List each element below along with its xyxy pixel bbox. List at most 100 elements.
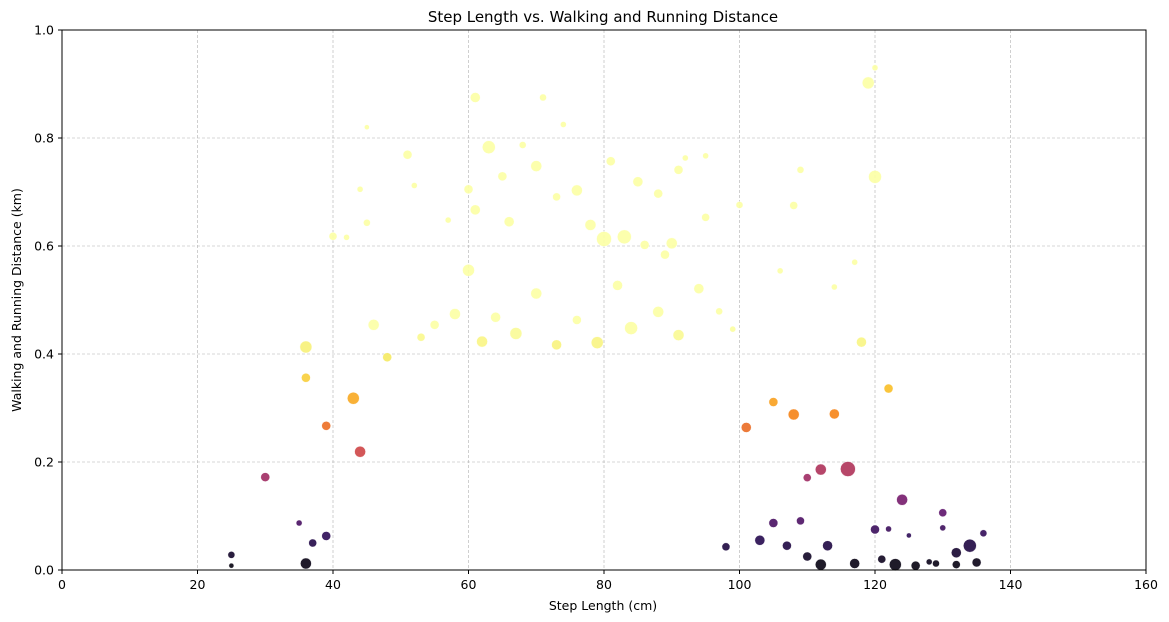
data-point [463, 184, 474, 195]
data-point [596, 231, 612, 247]
data-point [321, 531, 331, 541]
data-point [979, 529, 988, 537]
data-point [295, 519, 303, 527]
data-point [963, 539, 977, 553]
data-point [673, 165, 684, 175]
data-point [971, 557, 982, 568]
data-point [851, 259, 858, 266]
x-tick-label: 80 [596, 577, 612, 592]
x-tick-label: 140 [999, 577, 1023, 592]
data-point [584, 219, 597, 231]
data-point [444, 216, 452, 224]
data-point [476, 335, 488, 348]
data-point [227, 551, 236, 559]
data-point [308, 538, 317, 548]
data-point [952, 560, 961, 569]
data-point [382, 352, 392, 362]
data-point [560, 121, 567, 128]
data-point [831, 283, 838, 291]
data-point [552, 192, 561, 202]
y-axis-label: Walking and Running Distance (km) [9, 188, 24, 412]
data-point [367, 319, 380, 331]
data-point [672, 329, 685, 341]
data-point [624, 321, 638, 335]
data-point [632, 176, 644, 187]
data-point [354, 446, 366, 458]
data-point [299, 340, 313, 354]
data-point [815, 463, 827, 476]
data-point [572, 315, 582, 325]
x-tick-label: 120 [863, 577, 887, 592]
data-point [789, 201, 798, 210]
data-point [363, 219, 371, 227]
data-point [768, 518, 779, 528]
data-point [321, 421, 331, 431]
data-point [666, 237, 678, 250]
data-point [530, 160, 542, 172]
data-point [885, 525, 892, 533]
data-point [551, 339, 562, 351]
data-point [788, 408, 800, 421]
data-point [530, 287, 542, 300]
data-point [701, 213, 710, 222]
data-point [849, 558, 860, 569]
data-point [702, 152, 709, 160]
y-tick-label: 0.2 [34, 455, 54, 470]
data-point [260, 472, 270, 482]
data-point [870, 524, 880, 535]
data-point [503, 216, 515, 227]
data-point [829, 408, 840, 420]
data-point [470, 92, 481, 103]
data-point [951, 547, 962, 558]
data-point [347, 392, 360, 405]
data-point [328, 232, 338, 241]
data-point [889, 558, 902, 571]
data-point [591, 336, 604, 349]
axis-ticks: 0 20 40 60 80 100 120 140 160 0.0 0.2 0.4 0.6 0.8 1.0 [34, 23, 1158, 593]
y-tick-label: 0.6 [34, 239, 54, 254]
data-point [862, 76, 875, 90]
data-point [617, 229, 632, 245]
data-point [356, 186, 364, 193]
data-point [343, 234, 350, 241]
data-point [228, 562, 235, 569]
data-point [906, 532, 912, 539]
data-point [470, 204, 481, 216]
data-point [416, 333, 426, 342]
data-point [729, 325, 736, 333]
x-tick-label: 40 [325, 577, 341, 592]
data-point [840, 461, 856, 477]
data-point [802, 551, 812, 562]
x-tick-label: 0 [58, 577, 66, 592]
data-point [301, 373, 311, 383]
data-point [796, 516, 805, 526]
data-point [796, 166, 805, 174]
data-point [883, 383, 894, 394]
data-point [300, 557, 312, 570]
y-tick-label: 0.0 [34, 563, 54, 578]
data-point [660, 249, 670, 260]
x-tick-label: 60 [461, 577, 477, 592]
data-point [741, 422, 752, 433]
data-point [910, 560, 921, 571]
data-point [462, 264, 475, 277]
data-point [871, 64, 879, 72]
data-point [776, 267, 784, 275]
y-tick-label: 0.4 [34, 347, 54, 362]
data-point [815, 558, 827, 571]
x-tick-label: 20 [190, 577, 206, 592]
data-point [539, 93, 547, 102]
data-points [227, 64, 988, 571]
data-point [715, 307, 723, 316]
data-point [490, 312, 501, 323]
x-axis-label: Step Length (cm) [549, 598, 657, 613]
chart-title: Step Length vs. Walking and Running Dist… [428, 8, 778, 26]
grid-lines [62, 30, 1146, 570]
y-tick-label: 1.0 [34, 23, 54, 38]
data-point [735, 201, 744, 209]
data-point [509, 327, 523, 340]
data-point [896, 494, 908, 506]
data-point [402, 150, 413, 160]
data-point [519, 141, 527, 149]
